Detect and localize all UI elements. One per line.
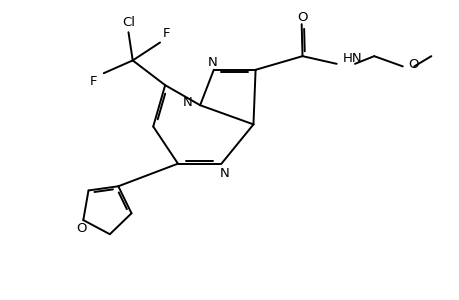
Text: F: F [162, 28, 169, 40]
Text: Cl: Cl [122, 16, 134, 29]
Text: HN: HN [342, 52, 362, 65]
Text: N: N [207, 56, 218, 69]
Text: N: N [219, 167, 229, 179]
Text: O: O [297, 11, 307, 24]
Text: O: O [408, 58, 418, 71]
Text: N: N [183, 96, 192, 109]
Text: O: O [76, 222, 86, 235]
Text: F: F [90, 75, 97, 88]
